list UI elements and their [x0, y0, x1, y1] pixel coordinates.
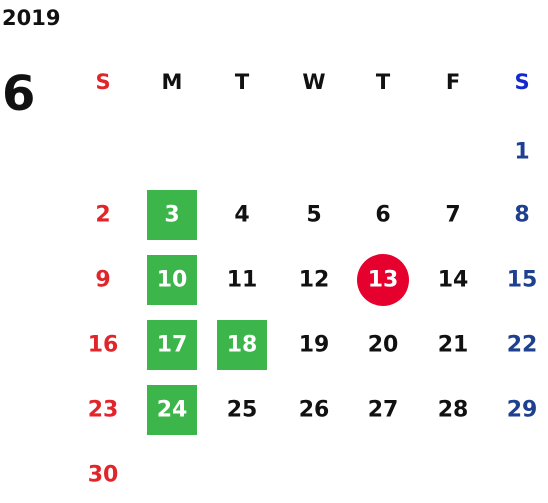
year: 2019 [2, 6, 60, 30]
day-number: 20 [368, 333, 399, 358]
day-number: 8 [514, 203, 529, 228]
day-highlight [217, 320, 267, 370]
day-number: 3 [164, 203, 179, 228]
day-number: 25 [227, 398, 258, 423]
day-number: 16 [88, 333, 119, 358]
day-number: 29 [507, 398, 538, 423]
day-highlight [147, 320, 197, 370]
day-number: 5 [306, 203, 321, 228]
day-number: 4 [234, 203, 249, 228]
day-number: 21 [438, 333, 469, 358]
day-highlight [147, 385, 197, 435]
day-number: 7 [445, 203, 460, 228]
month: 6 [2, 66, 35, 122]
day-number: 13 [368, 268, 399, 293]
weekday-label: T [376, 70, 391, 94]
weekday-label: W [302, 70, 325, 94]
weekday-label: S [514, 70, 529, 94]
day-number: 22 [507, 333, 538, 358]
day-number: 26 [299, 398, 330, 423]
day-number: 30 [88, 463, 119, 488]
day-number: 18 [227, 333, 258, 358]
day-number: 24 [157, 398, 188, 423]
day-number: 28 [438, 398, 469, 423]
day-number: 11 [227, 268, 258, 293]
day-highlight [147, 190, 197, 240]
day-number: 6 [375, 203, 390, 228]
day-number: 9 [95, 268, 110, 293]
day-highlight [147, 255, 197, 305]
day-number: 12 [299, 268, 330, 293]
weekday-label: S [95, 70, 110, 94]
weekday-label: F [446, 70, 460, 94]
day-number: 1 [514, 140, 529, 165]
day-number: 23 [88, 398, 119, 423]
day-number: 10 [157, 268, 188, 293]
day-number: 15 [507, 268, 538, 293]
weekday-label: M [162, 70, 183, 94]
day-number: 2 [95, 203, 110, 228]
weekday-label: T [235, 70, 250, 94]
day-number: 27 [368, 398, 399, 423]
day-number: 17 [157, 333, 188, 358]
day-number: 14 [438, 268, 469, 293]
day-number: 19 [299, 333, 330, 358]
today-marker [357, 254, 409, 306]
